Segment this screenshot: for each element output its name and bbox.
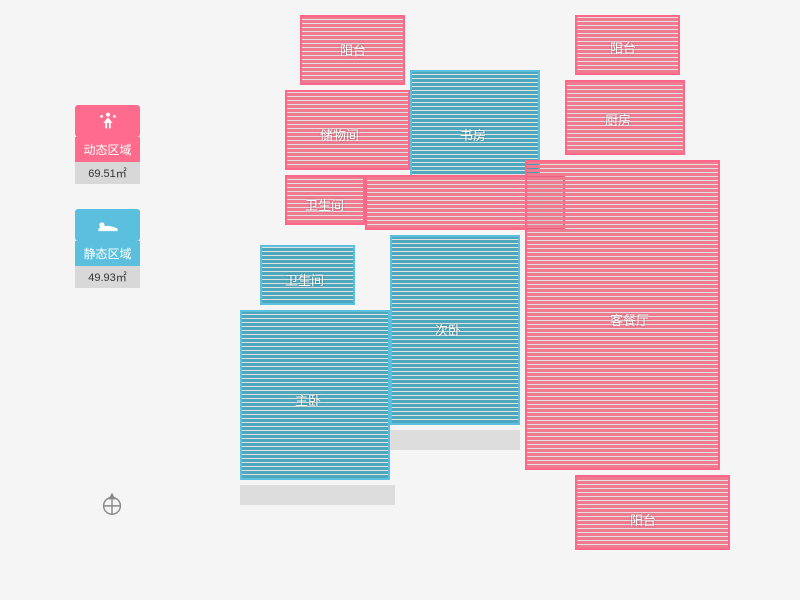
people-icon bbox=[95, 110, 121, 132]
static-icon bbox=[75, 209, 140, 241]
compass-icon bbox=[98, 490, 126, 523]
legend-static-value: 49.93㎡ bbox=[75, 266, 140, 288]
legend-dynamic: 动态区域 69.51㎡ bbox=[75, 105, 140, 184]
room-label-bath1: 卫生间 bbox=[305, 195, 344, 214]
room-label-balcony-top-left: 阳台 bbox=[340, 40, 366, 59]
floorplan: 阳台阳台储物间书房厨房卫生间卫生间次卧主卧客餐厅阳台 bbox=[210, 10, 750, 580]
room-label-balcony-bottom: 阳台 bbox=[630, 510, 656, 529]
legend-dynamic-label: 动态区域 bbox=[75, 137, 140, 162]
floor-shadow bbox=[390, 430, 520, 450]
room-label-master-bed: 主卧 bbox=[295, 390, 321, 409]
legend-panel: 动态区域 69.51㎡ 静态区域 49.93㎡ bbox=[75, 105, 140, 313]
legend-static: 静态区域 49.93㎡ bbox=[75, 209, 140, 288]
legend-dynamic-value: 69.51㎡ bbox=[75, 162, 140, 184]
room-label-living: 客餐厅 bbox=[610, 310, 649, 329]
room-label-study: 书房 bbox=[460, 125, 486, 144]
dynamic-icon bbox=[75, 105, 140, 137]
room-label-secondary-bed: 次卧 bbox=[435, 320, 461, 339]
room-label-bath2: 卫生间 bbox=[285, 270, 324, 289]
floor-shadow bbox=[240, 485, 395, 505]
legend-static-label: 静态区域 bbox=[75, 241, 140, 266]
room-label-storage: 储物间 bbox=[320, 125, 359, 144]
room-label-kitchen: 厨房 bbox=[605, 110, 631, 129]
room-label-balcony-top-right: 阳台 bbox=[610, 38, 636, 57]
sleep-icon bbox=[95, 214, 121, 236]
